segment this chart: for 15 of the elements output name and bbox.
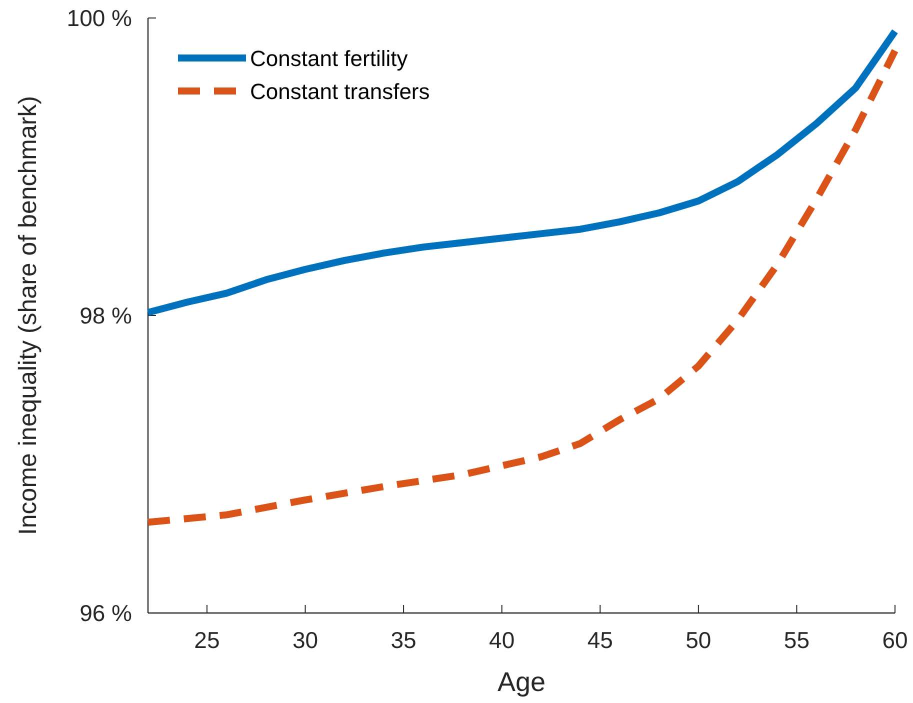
x-tick-label: 60 xyxy=(882,627,908,653)
x-tick-label: 40 xyxy=(489,627,515,653)
x-tick-label: 25 xyxy=(194,627,220,653)
y-tick-label: 100 % xyxy=(66,5,132,31)
y-tick-label: 98 % xyxy=(80,302,132,328)
y-tick-label: 96 % xyxy=(80,600,132,626)
x-tick-label: 30 xyxy=(292,627,318,653)
x-tick-label: 35 xyxy=(390,627,416,653)
x-tick-label: 45 xyxy=(587,627,613,653)
y-axis-title: Income inequality (share of benchmark) xyxy=(14,96,42,536)
x-tick-label: 50 xyxy=(686,627,712,653)
x-axis-title: Age xyxy=(497,667,546,697)
legend-label: Constant transfers xyxy=(250,79,430,104)
legend-label: Constant fertility xyxy=(250,46,408,71)
x-tick-label: 55 xyxy=(784,627,810,653)
